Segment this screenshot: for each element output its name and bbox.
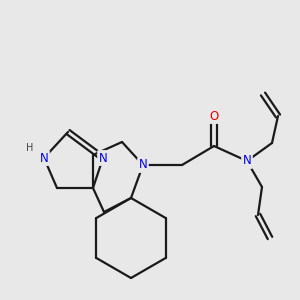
Text: N: N — [99, 152, 107, 164]
Text: H: H — [26, 143, 34, 153]
Text: N: N — [243, 154, 251, 167]
Text: N: N — [139, 158, 147, 172]
Text: O: O — [209, 110, 219, 122]
Text: N: N — [40, 152, 48, 164]
